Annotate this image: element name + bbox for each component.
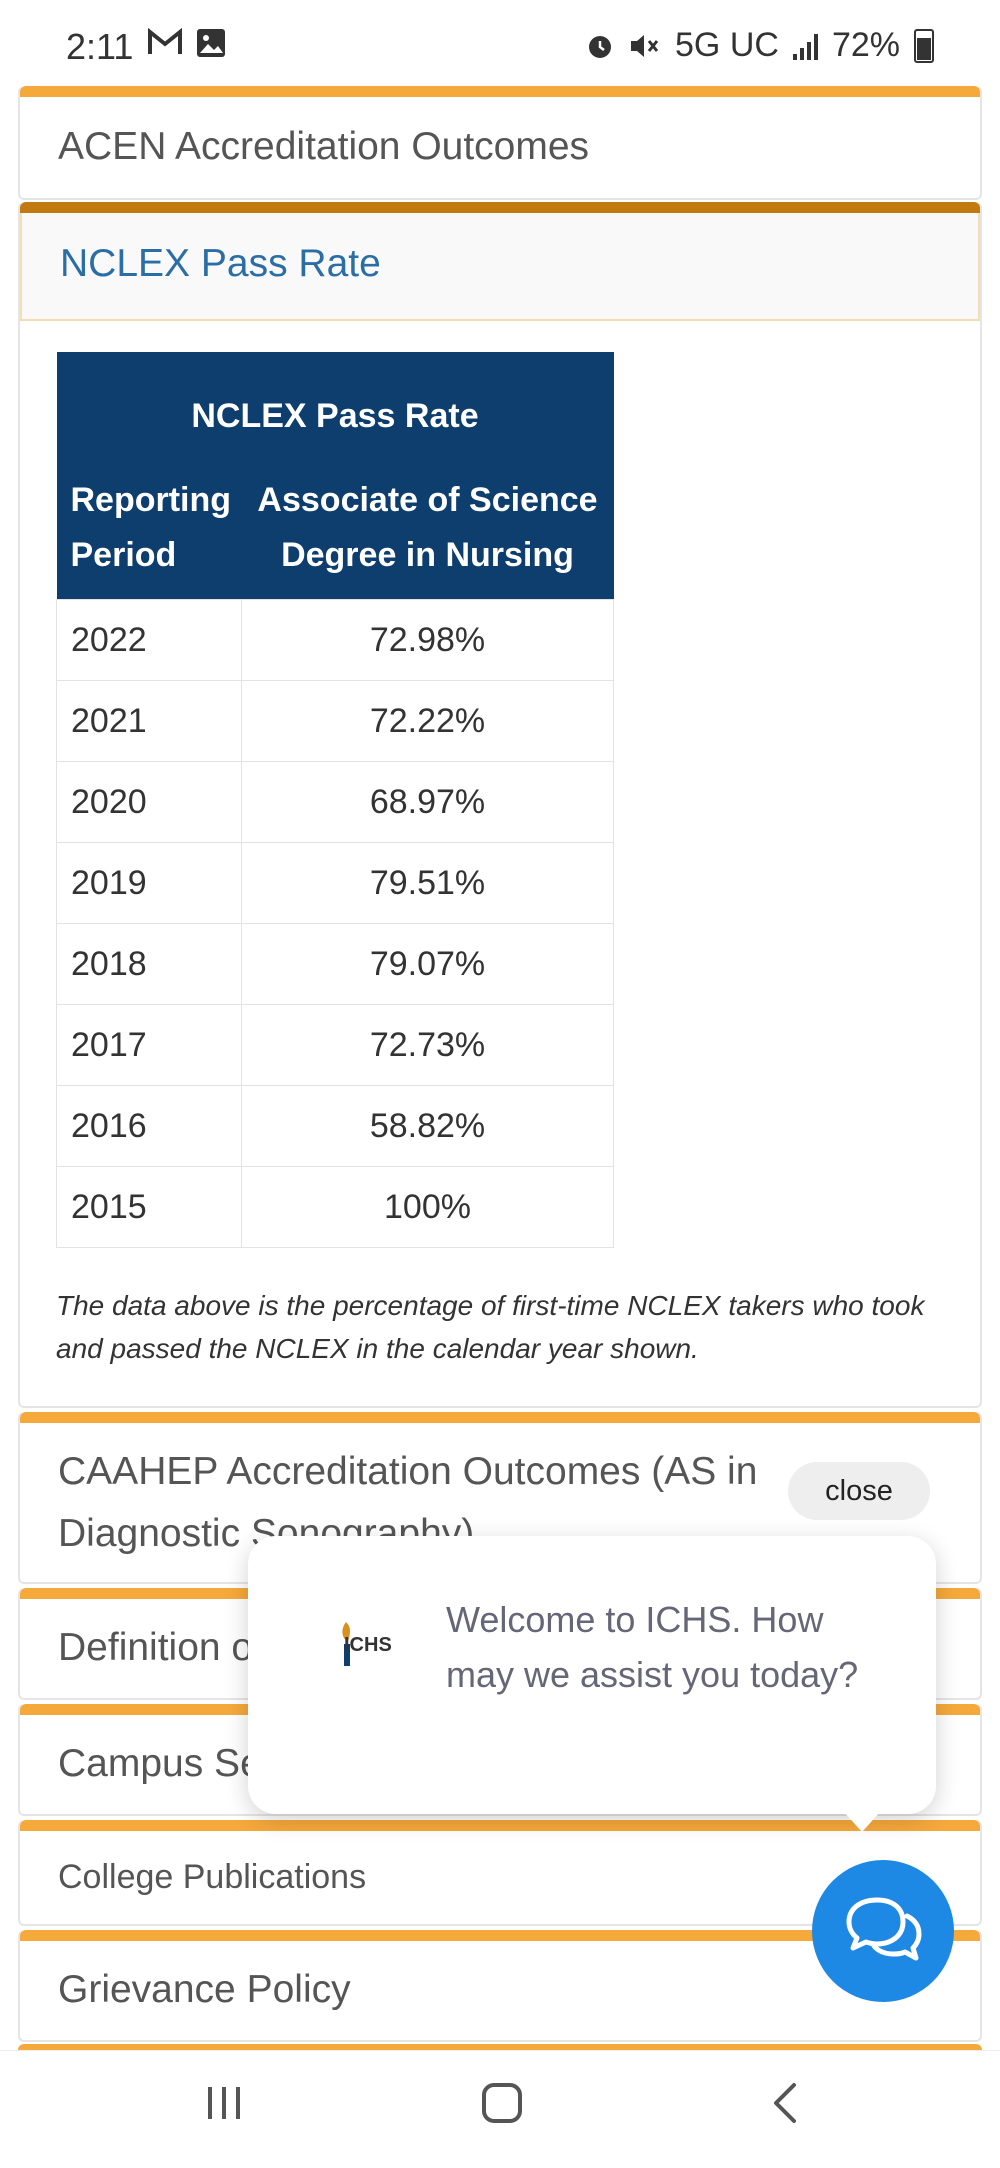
accent-bar — [20, 1412, 980, 1423]
year-cell: 2017 — [56, 1004, 242, 1086]
chat-bubbles-icon — [846, 1897, 922, 1961]
accordion-title: College Publications — [58, 1858, 367, 1896]
table-row: 2018 79.07% — [56, 923, 614, 1005]
rate-cell: 68.97% — [241, 761, 614, 843]
accordion-header[interactable]: NCLEX Pass Rate — [20, 213, 980, 321]
rate-cell: 79.51% — [241, 842, 614, 924]
year-cell: 2020 — [56, 761, 242, 843]
year-cell: 2022 — [56, 599, 242, 681]
table-caption: NCLEX Pass Rate — [56, 352, 614, 457]
accordion-title: NCLEX Pass Rate — [60, 242, 381, 285]
accordion-publications[interactable]: College Publications — [18, 1820, 982, 1926]
ichs-logo-icon — [342, 1622, 350, 1666]
status-right: 5G UC 72% — [585, 26, 934, 65]
chat-close-button[interactable]: close — [788, 1462, 930, 1520]
chat-message: Welcome to ICHS. How may we assist you t… — [446, 1599, 859, 1695]
accordion-title: Definition of — [58, 1626, 264, 1669]
table-footnote: The data above is the percentage of firs… — [56, 1290, 925, 1364]
accent-bar — [20, 202, 980, 213]
back-icon[interactable] — [764, 2081, 808, 2125]
logo-text: ICHS — [344, 1634, 392, 1656]
table-row: 2020 68.97% — [56, 761, 614, 843]
nclex-table: NCLEX Pass Rate Reporting Period Associa… — [56, 352, 614, 1248]
rate-cell: 72.22% — [241, 680, 614, 762]
accent-bar — [20, 1820, 980, 1831]
signal-icon — [792, 32, 818, 60]
chat-welcome-bubble[interactable]: ICHS Welcome to ICHS. How may we assist … — [248, 1536, 936, 1832]
column-header-degree: Associate of Science Degree in Nursing — [241, 457, 614, 600]
table-row: 2015 100% — [56, 1166, 614, 1248]
recent-apps-icon[interactable] — [202, 2081, 246, 2125]
column-header-period: Reporting Period — [56, 457, 242, 600]
year-cell: 2015 — [56, 1166, 242, 1248]
table-row: 2022 72.98% — [56, 599, 614, 681]
home-icon[interactable] — [480, 2081, 524, 2125]
table-row: 2019 79.51% — [56, 842, 614, 924]
accent-bar — [20, 1930, 980, 1941]
rate-cell: 100% — [241, 1166, 614, 1248]
year-cell: 2019 — [56, 842, 242, 924]
table-row: 2017 72.73% — [56, 1004, 614, 1086]
accordion-acen[interactable]: ACEN Accreditation Outcomes — [18, 86, 982, 200]
battery-percent: 72% — [831, 26, 900, 64]
accordion-title: Grievance Policy — [58, 1968, 351, 2011]
rate-cell: 58.82% — [241, 1085, 614, 1167]
chat-open-button[interactable] — [812, 1860, 954, 2002]
year-cell: 2016 — [56, 1085, 242, 1167]
battery-icon — [914, 28, 934, 63]
status-bar: 2:11 5G UC 72% — [0, 0, 1000, 86]
year-cell: 2018 — [56, 923, 242, 1005]
rate-cell: 72.73% — [241, 1004, 614, 1086]
table-row: 2016 58.82% — [56, 1085, 614, 1167]
accent-bar — [18, 2044, 982, 2050]
rate-cell: 79.07% — [241, 923, 614, 1005]
accordion-title: ACEN Accreditation Outcomes — [58, 125, 590, 168]
gmail-icon — [148, 28, 182, 54]
status-time: 2:11 — [66, 26, 134, 67]
accent-bar — [20, 86, 980, 97]
year-cell: 2021 — [56, 680, 242, 762]
rate-cell: 72.98% — [241, 599, 614, 681]
system-nav-bar — [0, 2050, 1000, 2168]
table-row: 2021 72.22% — [56, 680, 614, 762]
alarm-icon — [589, 35, 612, 58]
mute-icon — [631, 34, 659, 57]
network-type: 5G UC — [675, 26, 779, 64]
image-icon — [197, 29, 225, 57]
accordion-title: Campus Se — [58, 1742, 262, 1785]
